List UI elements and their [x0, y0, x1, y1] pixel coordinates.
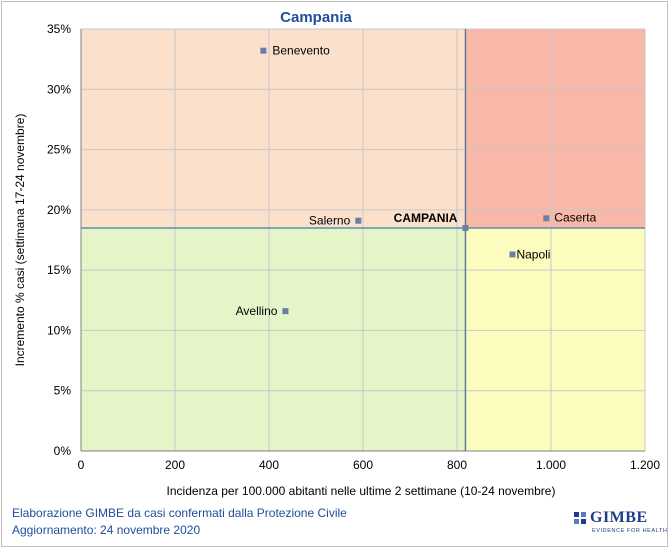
x-tick-label: 800 — [447, 458, 467, 472]
data-point-marker — [260, 47, 267, 54]
logo-name: GIMBE — [590, 509, 648, 526]
x-tick-label: 400 — [259, 458, 279, 472]
data-point-marker — [282, 308, 289, 315]
quadrant-bottom-left — [81, 227, 466, 451]
reference-point-marker — [462, 224, 469, 231]
data-point-label: Salerno — [309, 214, 351, 228]
y-tick-label: 10% — [47, 323, 71, 337]
footer-source: Elaborazione GIMBE da casi confermati da… — [12, 506, 347, 520]
y-tick-label: 35% — [47, 22, 71, 36]
logo-tagline: EVIDENCE FOR HEALTH — [592, 528, 668, 534]
x-axis-label: Incidenza per 100.000 abitanti nelle ult… — [167, 484, 556, 498]
y-tick-label: 25% — [47, 143, 71, 157]
data-point-marker — [543, 215, 550, 222]
data-point-label: Benevento — [272, 44, 330, 58]
y-tick-label: 5% — [54, 384, 72, 398]
quadrant-top-right — [465, 29, 645, 228]
x-tick-label: 1.200 — [630, 458, 660, 472]
scatter-chart: 0 200 400 600 800 1.000 1.200 0% 5% 10% 15% 20% 25% 3… — [13, 9, 660, 498]
data-points: Benevento Caserta Salerno Napoli Avellino CAM… — [236, 44, 597, 318]
data-point-label: Caserta — [554, 210, 596, 224]
logo-mark-icon — [574, 512, 586, 524]
y-axis-label: Incremento % casi (settimana 17-24 novem… — [13, 114, 27, 367]
y-tick-label: 0% — [54, 444, 72, 458]
x-tick-label: 200 — [165, 458, 185, 472]
chart-title: Campania — [280, 9, 352, 26]
gimbe-logo: GIMBE EVIDENCE FOR HEALTH — [574, 509, 668, 541]
x-tick-label: 600 — [353, 458, 373, 472]
x-tick-label: 1.000 — [536, 458, 566, 472]
reference-lines — [81, 29, 645, 451]
quadrant-top-left — [81, 29, 466, 228]
axes: 0 200 400 600 800 1.000 1.200 0% 5% 10% 15% 20% 25% 3… — [47, 22, 660, 472]
gridlines — [81, 28, 646, 451]
data-point-label: Napoli — [516, 247, 550, 261]
x-tick-label: 0 — [78, 458, 85, 472]
y-tick-label: 30% — [47, 82, 71, 96]
y-tick-label: 20% — [47, 203, 71, 217]
quadrant-backgrounds — [81, 29, 645, 451]
y-tick-label: 15% — [47, 263, 71, 277]
data-point-marker — [355, 217, 362, 224]
quadrant-bottom-right — [465, 227, 645, 451]
reference-point-label: CAMPANIA — [394, 211, 458, 225]
footer-update: Aggiornamento: 24 novembre 2020 — [12, 523, 201, 537]
data-point-label: Avellino — [236, 304, 278, 318]
data-point-marker — [509, 251, 516, 258]
